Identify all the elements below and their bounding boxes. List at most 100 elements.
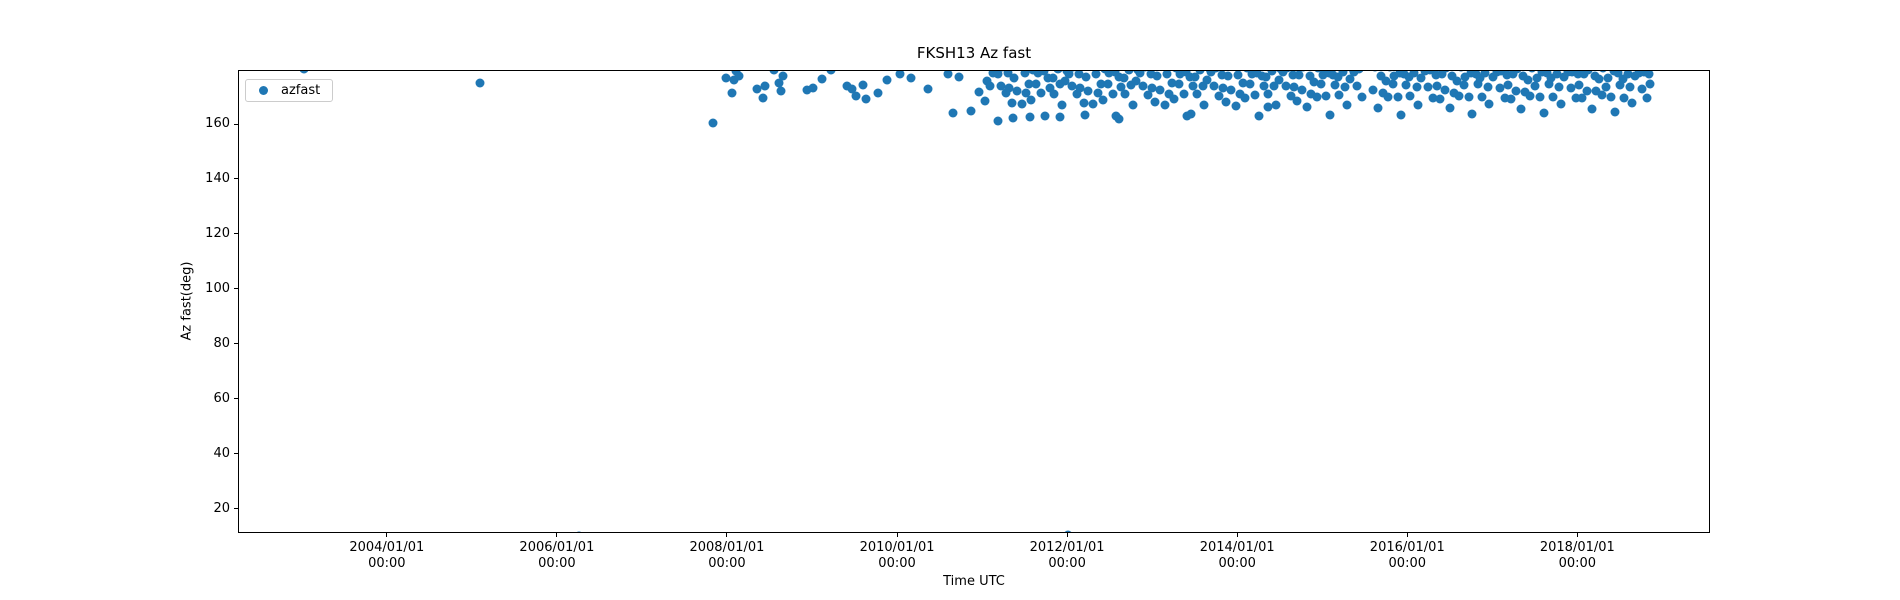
data-point [1530,81,1540,91]
data-point [1420,71,1430,76]
data-point [1401,80,1411,90]
data-point [1233,71,1243,80]
y-tick-mark [234,343,238,345]
data-point [1211,71,1221,73]
data-point [734,71,744,81]
data-point [1441,71,1451,73]
data-point [1357,92,1367,102]
data-point [1033,71,1043,78]
data-point [1259,81,1269,91]
data-point [1261,72,1271,82]
data-point [1512,71,1522,74]
data-point [1309,77,1319,87]
x-tick-mark [726,533,728,537]
data-point [1606,92,1616,102]
legend-marker-dot [259,86,268,95]
data-point [826,71,836,75]
data-point [1081,72,1091,82]
data-point [1171,71,1181,73]
data-point [1267,71,1277,76]
data-point [1425,71,1435,75]
data-point [1449,88,1459,98]
data-point [1396,110,1406,120]
data-point [966,106,976,116]
data-point [1297,85,1307,95]
data-point [1527,71,1537,73]
data-point [996,81,1006,91]
data-point [1480,71,1490,78]
data-point [1516,104,1526,114]
data-point [1370,71,1380,72]
data-point [1182,111,1192,121]
data-point [1020,71,1030,78]
data-point [851,91,861,101]
data-point [1431,71,1441,80]
x-tick-mark [1576,533,1578,537]
data-point [980,96,990,106]
data-point [1644,71,1654,79]
data-point [1412,82,1421,92]
y-tick-mark [234,123,238,125]
data-point [1634,71,1644,78]
data-point [1539,108,1549,118]
data-point [1484,99,1494,109]
data-point [1128,100,1138,110]
data-point [1247,71,1257,79]
data-point [954,72,964,82]
data-point [1111,111,1121,121]
x-tick-label: 2016/01/01 00:00 [1369,540,1445,571]
x-tick-mark [556,533,558,537]
data-point [1282,71,1292,73]
data-point [847,84,857,94]
data-point [574,531,584,532]
data-point [1630,71,1640,81]
y-axis-label: Az fast(deg) [179,261,195,341]
data-point [760,81,770,91]
data-point [1152,71,1162,81]
data-point [1155,85,1165,95]
data-point [1140,71,1150,72]
y-tick-label: 140 [205,170,230,186]
data-point [1175,71,1185,79]
data-point [1503,80,1513,90]
data-point [1162,71,1172,79]
data-point [1088,99,1098,109]
data-point [1610,107,1620,117]
data-point [1192,89,1202,99]
data-point [1055,112,1065,122]
data-point [1388,79,1398,89]
data-point [982,76,992,86]
data-point [1160,100,1170,110]
data-point [1202,75,1212,85]
data-point [1143,90,1153,100]
data-point [1525,91,1535,101]
plot-area: azfast [238,70,1710,533]
data-point [817,74,827,84]
data-point [923,84,933,94]
data-point [1413,100,1423,110]
data-point [1024,79,1034,89]
data-point [1198,81,1208,91]
data-point [1286,91,1296,101]
data-point [1004,83,1014,93]
data-point [1642,93,1652,103]
data-point [1120,89,1130,99]
data-point [1393,92,1403,102]
data-point [1271,100,1281,110]
data-point [1146,71,1156,79]
data-point [948,108,958,118]
y-tick-label: 20 [213,500,230,516]
data-point [1009,73,1019,83]
data-point [1131,76,1141,86]
data-point [1257,71,1267,81]
data-point [1116,82,1126,92]
data-point [1026,95,1036,105]
data-point [1385,71,1395,72]
data-point [1167,78,1177,88]
data-point [1511,86,1521,96]
data-point [1195,71,1205,75]
data-point [1601,82,1611,92]
data-point [1613,71,1623,78]
data-point [1571,93,1581,103]
data-point [727,88,737,98]
